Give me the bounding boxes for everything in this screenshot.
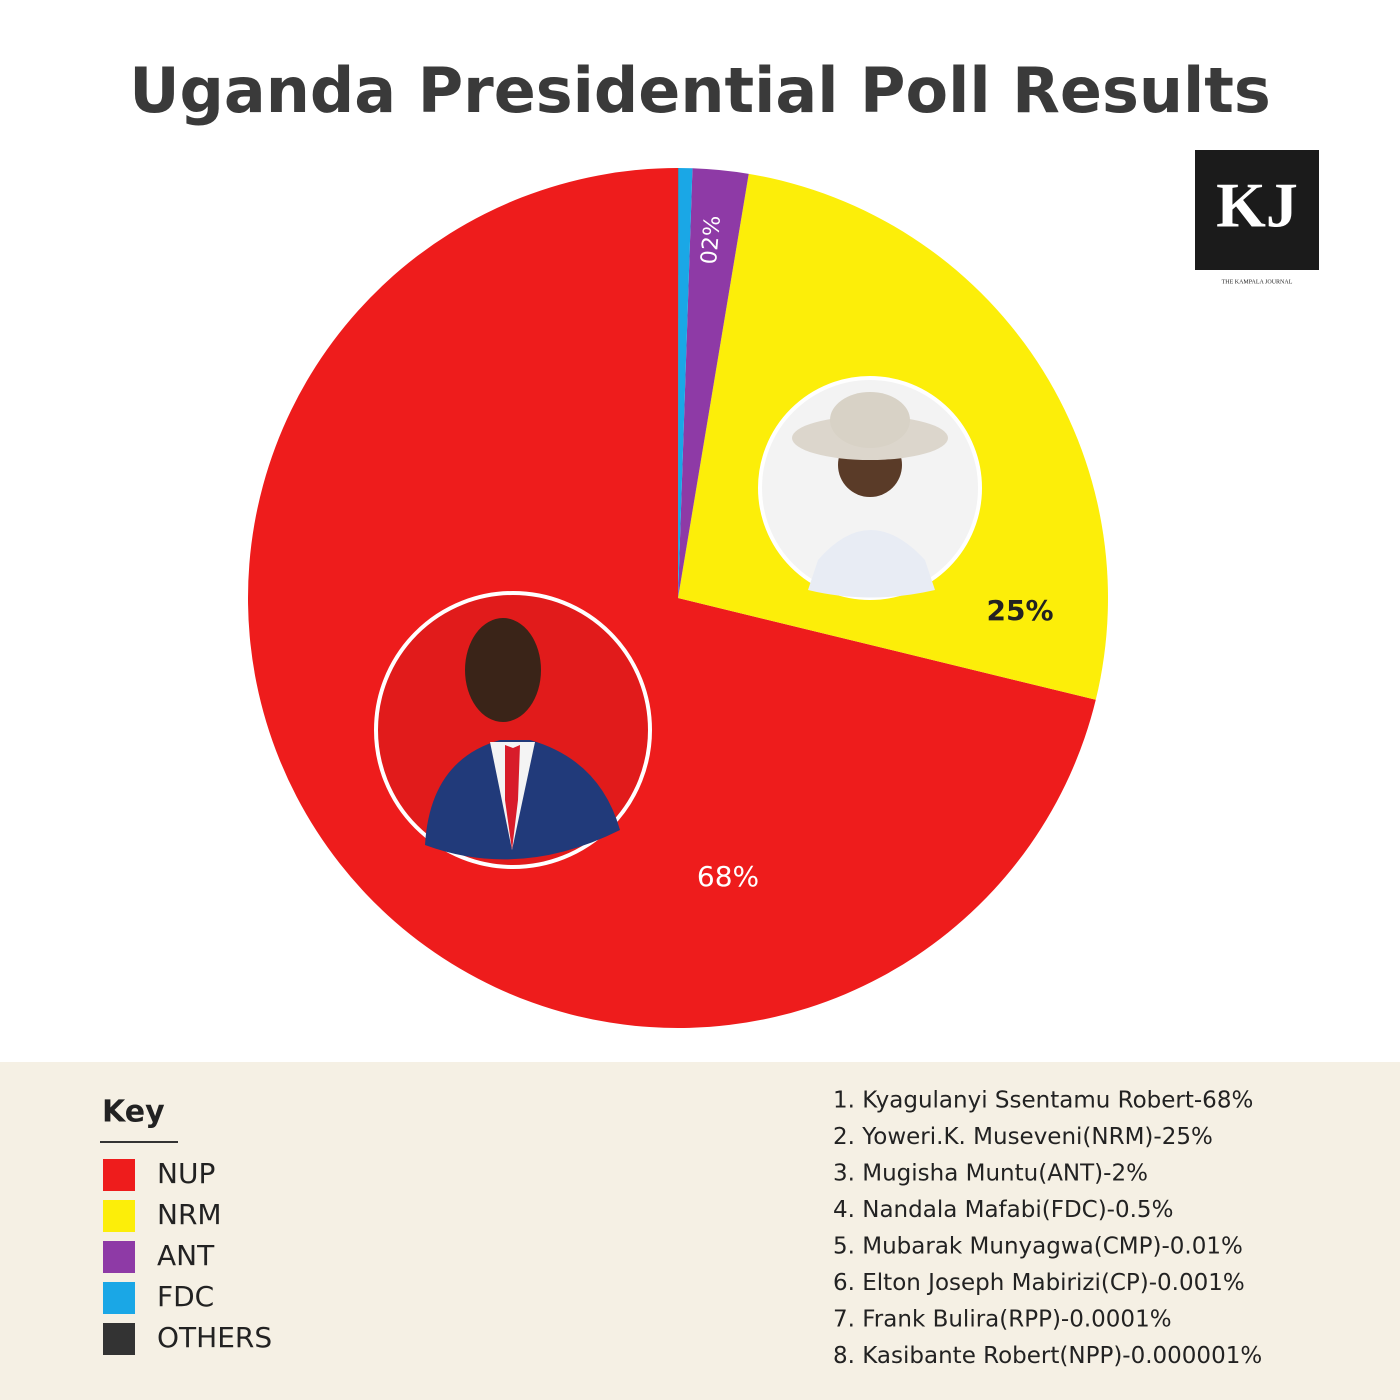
result-item: 4. Nandala Mafabi(FDC)-0.5% bbox=[833, 1197, 1173, 1223]
chart-title: Uganda Presidential Poll Results bbox=[129, 54, 1271, 127]
legend-label: OTHERS bbox=[157, 1321, 272, 1354]
value-label: 68% bbox=[697, 860, 759, 893]
result-item: 8. Kasibante Robert(NPP)-0.000001% bbox=[833, 1343, 1262, 1369]
legend-swatch bbox=[103, 1323, 135, 1355]
legend-swatch bbox=[103, 1200, 135, 1232]
result-item: 2. Yoweri.K. Museveni(NRM)-25% bbox=[833, 1124, 1213, 1150]
result-item: 1. Kyagulanyi Ssentamu Robert-68% bbox=[833, 1088, 1253, 1114]
legend-label: NUP bbox=[157, 1157, 215, 1190]
legend-swatch bbox=[103, 1241, 135, 1273]
legend: NUP NRM ANT FDC OTHERS bbox=[103, 1157, 272, 1355]
value-label: 25% bbox=[986, 594, 1053, 627]
footer-panel bbox=[0, 1062, 1400, 1400]
logo: KJ THE KAMPALA JOURNAL bbox=[1195, 150, 1319, 285]
result-item: 7. Frank Bulira(RPP)-0.0001% bbox=[833, 1307, 1172, 1333]
photo-figure bbox=[465, 618, 541, 722]
legend-swatch bbox=[103, 1159, 135, 1191]
logo-caption: THE KAMPALA JOURNAL bbox=[1222, 279, 1293, 285]
legend-label: NRM bbox=[157, 1198, 222, 1231]
photos bbox=[374, 376, 982, 869]
pie-slice bbox=[678, 168, 749, 598]
value-label: 02% bbox=[697, 215, 726, 266]
result-item: 5. Mubarak Munyagwa(CMP)-0.01% bbox=[833, 1234, 1243, 1260]
pie bbox=[247, 168, 1108, 1028]
pie-slice bbox=[678, 168, 693, 598]
result-item: 6. Elton Joseph Mabirizi(CP)-0.001% bbox=[833, 1270, 1245, 1296]
legend-label: FDC bbox=[157, 1280, 214, 1313]
results-list: 1. Kyagulanyi Ssentamu Robert-68% 2. Yowe… bbox=[833, 1088, 1262, 1370]
photo-figure bbox=[505, 745, 520, 850]
photo-figure bbox=[830, 392, 910, 448]
logo-text: KJ bbox=[1216, 170, 1298, 241]
photo-figure bbox=[808, 530, 935, 598]
legend-label: ANT bbox=[157, 1239, 215, 1272]
legend-title: Key bbox=[102, 1095, 165, 1130]
result-item: 3. Mugisha Muntu(ANT)-2% bbox=[833, 1161, 1148, 1187]
legend-swatch bbox=[103, 1282, 135, 1314]
logo-box bbox=[1195, 150, 1319, 270]
